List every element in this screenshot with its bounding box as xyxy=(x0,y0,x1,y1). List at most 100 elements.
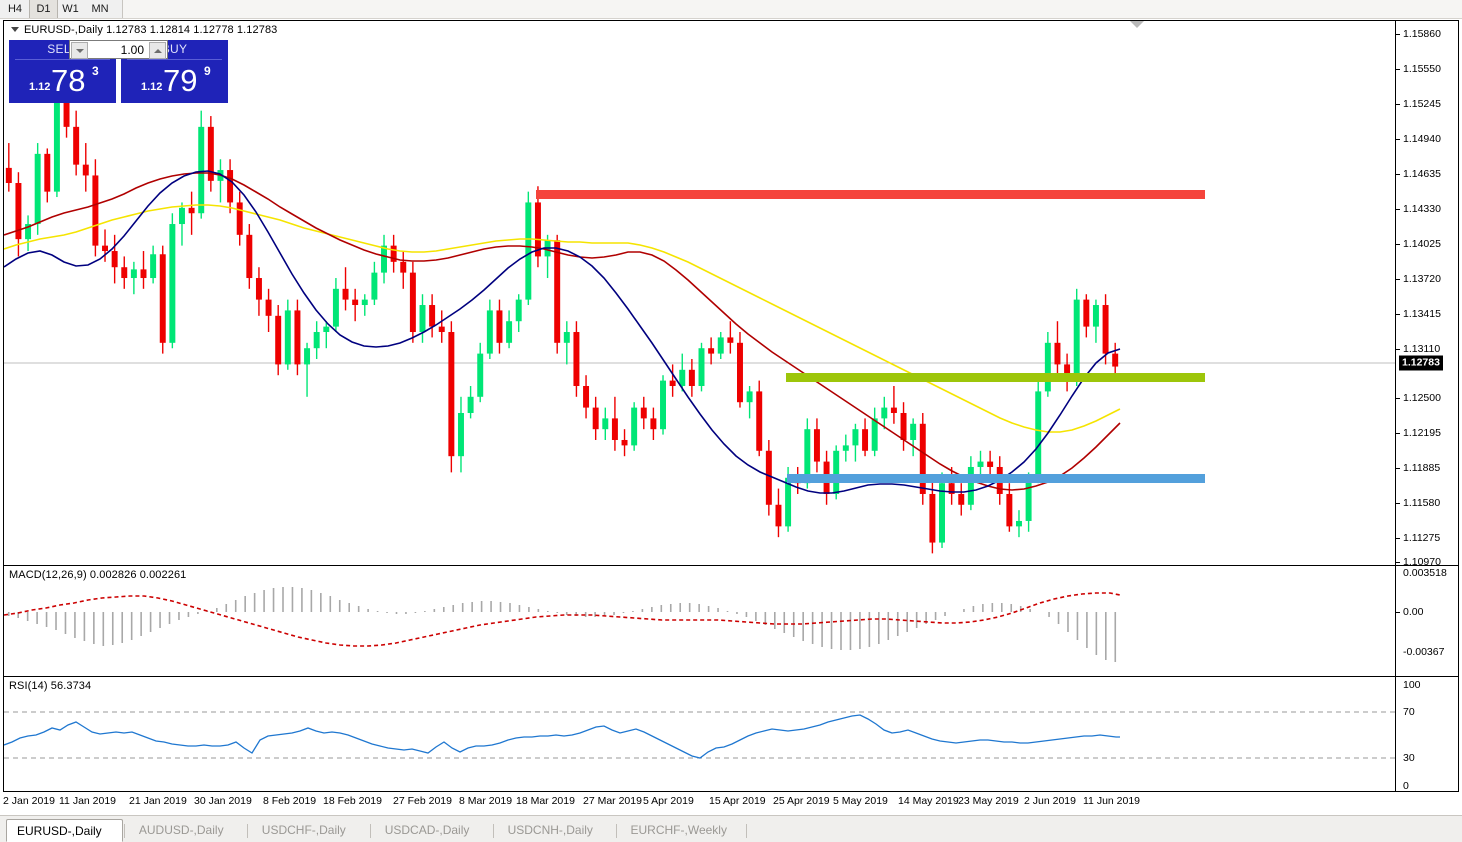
candle-body xyxy=(919,423,926,494)
support-line-blue[interactable] xyxy=(787,474,1205,483)
rsi-scale[interactable]: 100 70 30 0 xyxy=(1396,678,1459,792)
candle-body xyxy=(958,493,965,505)
timeframe-w1[interactable]: W1 xyxy=(57,0,84,18)
caret-down-icon xyxy=(75,48,84,53)
volume-increase-button[interactable] xyxy=(149,42,166,59)
time-axis-label: 23 May 2019 xyxy=(958,795,1019,807)
candle-body xyxy=(910,423,917,440)
midline-green[interactable] xyxy=(786,373,1205,382)
time-axis-label: 11 Jan 2019 xyxy=(59,795,117,807)
rsi-tick-label: 100 xyxy=(1403,679,1421,691)
macd-tick-label: 0.003518 xyxy=(1403,567,1447,579)
candle-body xyxy=(842,445,849,451)
time-axis-label: 18 Mar 2019 xyxy=(516,795,575,807)
time-axis-label: 21 Jan 2019 xyxy=(129,795,187,807)
candle-body xyxy=(534,202,541,257)
sell-price-big: 78 xyxy=(51,63,86,98)
candle-body xyxy=(198,126,205,214)
candle-body xyxy=(467,396,474,413)
candle-body xyxy=(419,305,426,333)
candle-body xyxy=(1102,305,1109,354)
candle-body xyxy=(121,267,128,279)
buy-label: BUY xyxy=(161,42,188,56)
buy-price-prefix: 1.12 xyxy=(141,81,163,93)
rsi-indicator-label: RSI(14) 56.3734 xyxy=(9,680,92,692)
chart-tab[interactable]: EURCHF-,Weekly xyxy=(630,823,727,837)
chart-frame[interactable]: EURUSD-,Daily 1.12783 1.12814 1.12778 1.… xyxy=(3,20,1459,792)
candle-body xyxy=(5,167,12,184)
price-scale[interactable]: 1.15860 1.15550 1.15245 1.14940 1.14635 1.143… xyxy=(1396,21,1459,568)
price-tick xyxy=(1396,69,1400,70)
price-tick-label: 1.15550 xyxy=(1403,63,1441,75)
candle-body xyxy=(438,326,445,333)
current-price-label[interactable]: 1.12783 xyxy=(1399,355,1443,371)
candle-body xyxy=(255,278,262,300)
candle-body xyxy=(881,407,888,419)
time-axis-label: 14 May 2019 xyxy=(898,795,959,807)
candle-body xyxy=(650,418,657,430)
candle-body xyxy=(698,348,705,386)
resistance-line[interactable] xyxy=(536,190,1205,199)
buy-price-big: 79 xyxy=(163,63,198,98)
candle-body xyxy=(458,412,464,457)
volume-value[interactable]: 1.00 xyxy=(120,43,144,57)
time-axis: 2 Jan 2019 11 Jan 2019 21 Jan 2019 30 Jan 2… xyxy=(3,793,1459,815)
collapse-triangle-icon[interactable] xyxy=(11,26,19,32)
price-pane[interactable]: EURUSD-,Daily 1.12783 1.12814 1.12778 1.… xyxy=(4,21,1395,565)
time-axis-label: 25 Apr 2019 xyxy=(773,795,830,807)
candle-body xyxy=(1112,353,1119,367)
candle-body xyxy=(977,461,984,467)
candle-body xyxy=(515,299,522,322)
price-tick-label: 1.13110 xyxy=(1403,343,1441,355)
price-chart-svg xyxy=(4,62,1395,554)
deal-ticket-panel[interactable]: SELL 1.12 78 3 BUY 1.12 79 xyxy=(9,38,228,103)
chart-tab[interactable]: EURUSD-,Daily xyxy=(6,819,123,842)
timeframe-h4[interactable]: H4 xyxy=(2,0,28,18)
candle-body xyxy=(448,332,455,457)
price-tick xyxy=(1396,398,1400,399)
tab-divider xyxy=(615,824,617,838)
chart-tab[interactable]: USDCNH-,Daily xyxy=(507,823,593,837)
candle-body xyxy=(361,299,368,306)
candle-body xyxy=(130,269,137,279)
macd-pane[interactable]: MACD(12,26,9) 0.002826 0.002261 xyxy=(4,567,1395,677)
toolbar-empty-area xyxy=(122,0,1462,18)
macd-tick-label: -0.00367 xyxy=(1403,646,1445,658)
chart-tab[interactable]: USDCHF-,Daily xyxy=(261,823,346,837)
candle-body xyxy=(688,369,695,386)
candle-body xyxy=(1083,299,1090,327)
price-tick-label: 1.11885 xyxy=(1403,462,1441,474)
timeframe-d1[interactable]: D1 xyxy=(29,0,58,18)
candle-body xyxy=(785,477,792,527)
price-tick-label: 1.10970 xyxy=(1403,556,1441,568)
volume-stepper[interactable]: 1.00 xyxy=(69,40,168,59)
candle-body xyxy=(746,391,753,403)
time-axis-label: 18 Feb 2019 xyxy=(323,795,382,807)
chart-tab[interactable]: USDCAD-,Daily xyxy=(384,823,470,837)
candle-body xyxy=(602,418,609,430)
candle-body xyxy=(775,504,782,527)
candle-body xyxy=(150,254,157,279)
rsi-pane[interactable]: RSI(14) 56.3734 xyxy=(4,678,1395,791)
chart-tab[interactable]: AUDUSD-,Daily xyxy=(138,823,224,837)
time-axis-label: 27 Mar 2019 xyxy=(583,795,642,807)
price-tick xyxy=(1396,209,1400,210)
macd-tick xyxy=(1396,612,1400,613)
candle-body xyxy=(1064,364,1071,381)
candle-body xyxy=(967,466,974,505)
macd-scale[interactable]: 0.003518 0.00 -0.00367 xyxy=(1396,567,1459,677)
candle-body xyxy=(871,418,878,451)
time-axis-label: 5 May 2019 xyxy=(833,795,888,807)
candle-body xyxy=(140,269,147,279)
chart-tab-bar[interactable]: EURUSD-,Daily AUDUSD-,Daily USDCHF-,Daily U… xyxy=(0,815,1462,842)
candle-body xyxy=(15,183,22,240)
time-axis-label: 8 Mar 2019 xyxy=(459,795,513,807)
chart-symbol-text: EURUSD-,Daily 1.12783 1.12814 1.12778 1.… xyxy=(24,24,278,36)
sell-price-fraction: 3 xyxy=(92,64,99,78)
sell-button[interactable]: SELL 1.12 78 3 xyxy=(9,40,116,103)
rsi-line xyxy=(4,714,1120,759)
time-axis-label: 11 Jun 2019 xyxy=(1083,795,1141,807)
timeframe-mn[interactable]: MN xyxy=(85,0,115,18)
candle-body xyxy=(939,483,945,543)
volume-decrease-button[interactable] xyxy=(71,42,88,59)
